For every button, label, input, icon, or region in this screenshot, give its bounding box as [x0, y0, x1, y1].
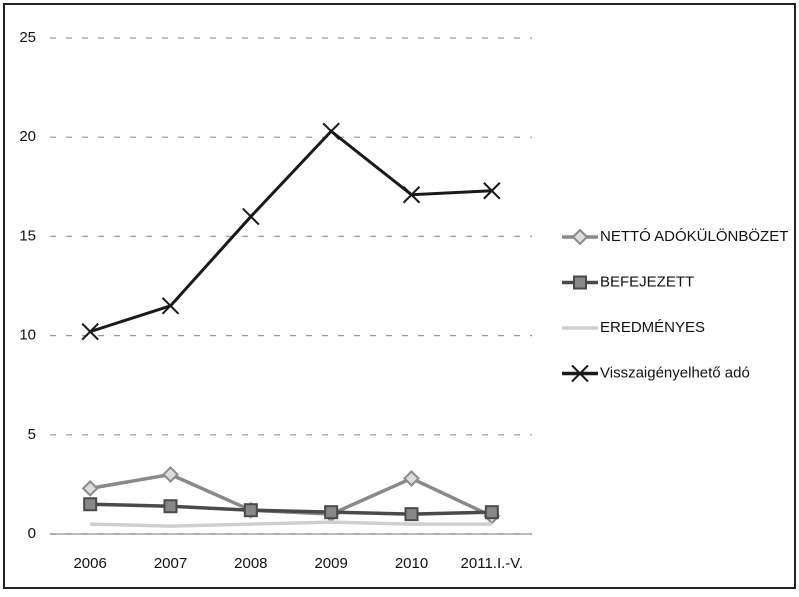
x-tick-label: 2008 [234, 555, 267, 572]
marker [161, 297, 180, 315]
series-line [90, 520, 492, 528]
y-tick-label: 5 [28, 426, 36, 443]
marker [324, 505, 339, 520]
marker [571, 364, 589, 383]
legend-label: EREDMÉNYES [600, 319, 705, 336]
chart-frame [3, 3, 796, 589]
x-tick-label: 2009 [314, 555, 347, 572]
y-tick-label: 25 [19, 29, 36, 46]
marker [571, 228, 589, 246]
marker [402, 186, 421, 204]
marker [242, 207, 260, 226]
y-tick-label: 15 [19, 227, 36, 244]
x-tick-label: 2010 [395, 555, 428, 572]
marker [484, 505, 499, 520]
marker [573, 275, 587, 290]
marker [483, 182, 501, 200]
legend-label: Visszaigényelhető adó [600, 364, 750, 381]
series-line [90, 502, 492, 516]
y-tick-label: 0 [28, 525, 36, 542]
y-tick-label: 20 [19, 128, 36, 145]
marker [163, 499, 178, 514]
x-tick-label: 2006 [73, 555, 106, 572]
marker [83, 497, 98, 512]
marker [81, 322, 99, 341]
legend-label: NETTÓ ADÓKÜLÖNBÖZET [600, 227, 788, 245]
marker [404, 507, 419, 522]
marker [81, 479, 99, 497]
marker [162, 466, 179, 483]
marker [403, 470, 420, 487]
marker [322, 122, 340, 140]
x-tick-label: 2011.I.-V. [461, 555, 524, 572]
legend-label: BEFEJEZETT [600, 273, 694, 290]
x-tick-label: 2007 [154, 555, 187, 572]
marker [243, 503, 258, 518]
y-tick-label: 10 [19, 327, 36, 344]
series-line [89, 129, 492, 334]
